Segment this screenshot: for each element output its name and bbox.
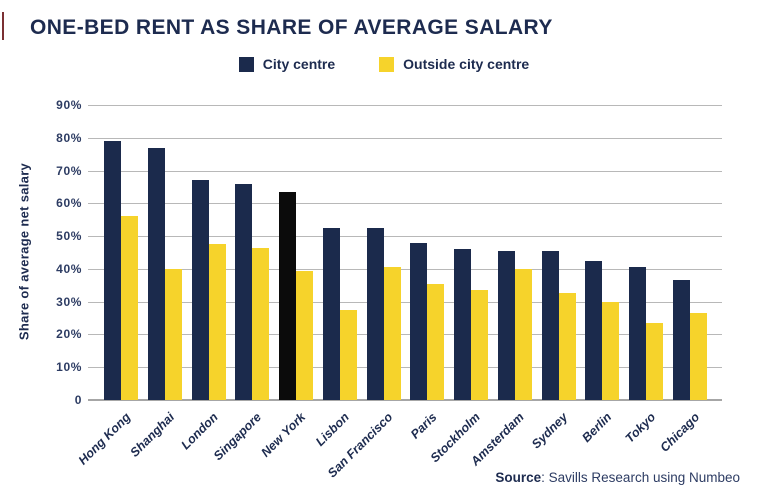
x-axis-label-new-york: New York bbox=[258, 410, 308, 460]
source-label: Source bbox=[495, 470, 542, 485]
bar-london-outside-city-centre bbox=[208, 244, 226, 400]
bar-paris-outside-city-centre bbox=[427, 283, 445, 400]
source-note: Source: Savills Research using Numbeo bbox=[495, 470, 740, 485]
x-axis-label-sydney: Sydney bbox=[529, 410, 571, 452]
legend-label: Outside city centre bbox=[403, 56, 530, 72]
bar-sydney-city-centre bbox=[541, 250, 559, 400]
x-axis-label-paris: Paris bbox=[407, 410, 440, 442]
x-axis-label-hong-kong: Hong Kong bbox=[75, 410, 133, 468]
city-centre-swatch-icon bbox=[238, 56, 254, 72]
bar-singapore-city-centre bbox=[235, 183, 253, 400]
bar-chicago-outside-city-centre bbox=[690, 313, 707, 400]
x-axis-label-chicago: Chicago bbox=[657, 410, 702, 455]
x-axis-label-london: London bbox=[178, 410, 221, 453]
bar-berlin-city-centre bbox=[585, 260, 603, 400]
y-tick-label: 70% bbox=[56, 163, 82, 178]
bar-san-francisco-outside-city-centre bbox=[383, 267, 401, 400]
gridline-0 bbox=[88, 399, 722, 401]
x-axis-label-berlin: Berlin bbox=[579, 410, 615, 445]
legend-item-outside-city-centre: Outside city centre bbox=[379, 56, 529, 72]
bar-tokyo-outside-city-centre bbox=[646, 322, 664, 400]
x-axis-label-lisbon: Lisbon bbox=[312, 410, 352, 449]
y-tick-label: 0 bbox=[74, 393, 82, 407]
bar-shanghai-outside-city-centre bbox=[164, 268, 182, 400]
bar-singapore-outside-city-centre bbox=[252, 247, 270, 400]
legend-label: City centre bbox=[262, 56, 336, 72]
bar-lisbon-city-centre bbox=[322, 227, 340, 400]
bar-tokyo-city-centre bbox=[629, 267, 647, 400]
chart-plot-area bbox=[88, 105, 722, 401]
y-tick-label: 30% bbox=[56, 294, 82, 309]
y-tick-label: 10% bbox=[56, 360, 82, 375]
page-title: ONE-BED RENT AS SHARE OF AVERAGE SALARY bbox=[30, 16, 553, 39]
bar-stockholm-outside-city-centre bbox=[471, 290, 489, 400]
legend: City centre Outside city centre bbox=[0, 56, 768, 72]
bar-new-york-city-centre bbox=[279, 191, 297, 400]
gridline-60 bbox=[88, 203, 722, 205]
gridline-70 bbox=[88, 170, 722, 172]
bar-sydney-outside-city-centre bbox=[558, 293, 576, 400]
bar-london-city-centre bbox=[191, 180, 209, 400]
x-axis-label-tokyo: Tokyo bbox=[622, 410, 659, 446]
source-text: : Savills Research using Numbeo bbox=[541, 470, 740, 485]
bar-paris-city-centre bbox=[410, 242, 428, 400]
x-axis-label-shanghai: Shanghai bbox=[126, 410, 177, 460]
gridline-50 bbox=[88, 236, 722, 238]
gridline-10 bbox=[88, 367, 722, 369]
bar-hong-kong-outside-city-centre bbox=[121, 216, 138, 400]
bar-berlin-outside-city-centre bbox=[602, 301, 620, 400]
gridline-80 bbox=[88, 137, 722, 139]
y-tick-label: 60% bbox=[56, 196, 82, 211]
bar-amsterdam-outside-city-centre bbox=[514, 268, 532, 400]
bar-hong-kong-city-centre bbox=[104, 141, 121, 400]
y-tick-label: 50% bbox=[56, 229, 82, 244]
gridline-20 bbox=[88, 334, 722, 336]
legend-item-city-centre: City centre bbox=[238, 56, 336, 72]
bar-lisbon-outside-city-centre bbox=[339, 309, 357, 400]
y-tick-label: 20% bbox=[56, 327, 82, 342]
bar-stockholm-city-centre bbox=[454, 249, 472, 400]
gridline-90 bbox=[88, 105, 722, 106]
bar-shanghai-city-centre bbox=[147, 147, 165, 400]
y-tick-label: 80% bbox=[56, 130, 82, 145]
bar-amsterdam-city-centre bbox=[497, 250, 515, 400]
y-tick-label: 40% bbox=[56, 261, 82, 276]
bar-chicago-city-centre bbox=[673, 280, 690, 400]
outside-city-centre-swatch-icon bbox=[379, 56, 395, 72]
bar-new-york-outside-city-centre bbox=[296, 270, 314, 400]
left-edge-artifact bbox=[2, 12, 4, 40]
gridline-40 bbox=[88, 268, 722, 270]
y-tick-label: 90% bbox=[56, 98, 82, 112]
gridline-30 bbox=[88, 301, 722, 303]
bar-san-francisco-city-centre bbox=[366, 227, 384, 400]
